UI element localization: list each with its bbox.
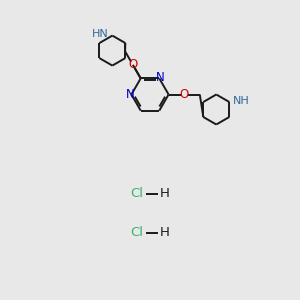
Text: Cl: Cl bbox=[130, 226, 143, 239]
Text: O: O bbox=[128, 58, 137, 71]
Text: N: N bbox=[126, 88, 135, 101]
Text: H: H bbox=[160, 187, 170, 200]
Text: O: O bbox=[180, 88, 189, 101]
Text: NH: NH bbox=[233, 95, 250, 106]
Text: Cl: Cl bbox=[130, 187, 143, 200]
Text: H: H bbox=[160, 226, 170, 239]
Text: N: N bbox=[156, 71, 165, 84]
Text: HN: HN bbox=[92, 29, 109, 39]
